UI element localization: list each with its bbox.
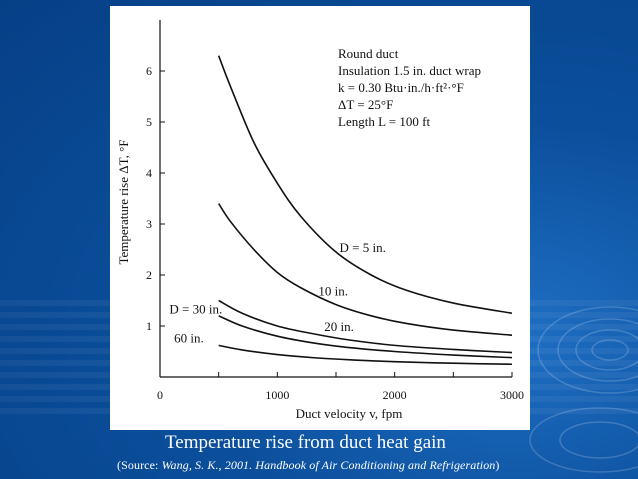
source-prefix: (Source: [117,458,162,472]
x-tick-label: 3000 [500,388,524,402]
x-tick-label: 2000 [383,388,407,402]
y-tick-label: 1 [146,319,152,333]
figure-caption-source: (Source: Wang, S. K., 2001. Handbook of … [117,458,638,473]
series-label-0: D = 5 in. [340,240,386,255]
series-label-4: 60 in. [174,330,204,345]
series-line-3 [218,315,513,359]
series-label-3: D = 30 in. [169,301,222,316]
annotation-line: Length L = 100 ft [338,114,430,129]
annotation-line: k = 0.30 Btu·in./h·ft²·°F [338,80,464,95]
annotation-line: ΔT = 25°F [338,97,393,112]
source-citation: Wang, S. K., 2001. Handbook of Air Condi… [161,458,496,472]
y-tick-label: 4 [146,166,152,180]
chart-annotation: Round duct Insulation 1.5 in. duct wrap k … [338,46,481,129]
series-label-2: 20 in. [324,319,354,334]
series-label-1: 10 in. [318,283,348,298]
y-tick-label: 6 [146,64,152,78]
source-suffix: ) [495,458,500,472]
x-tick-label: 0 [157,388,163,402]
series-line-4 [218,344,513,366]
chart-svg: Round duct Insulation 1.5 in. duct wrap k … [116,20,524,421]
series-line-0 [217,55,513,315]
y-tick-label: 3 [146,217,152,231]
x-axis-label: Duct velocity v, fpm [296,406,403,421]
annotation-line: Insulation 1.5 in. duct wrap [338,63,481,78]
x-tick-label: 1000 [265,388,289,402]
figure-caption-title: Temperature rise from duct heat gain [165,432,446,453]
chart-axes: 1 2 3 4 5 6 0 1000 2000 3000 [146,20,524,402]
series-line-2 [218,299,513,354]
series-line-1 [217,203,513,336]
chart-figure: Round duct Insulation 1.5 in. duct wrap k … [110,6,530,430]
y-axis-label: Temperature rise ΔT, °F [116,139,131,264]
annotation-line: Round duct [338,46,399,61]
y-tick-label: 2 [146,268,152,282]
y-tick-label: 5 [146,115,152,129]
chart-series-group: D = 5 in. 10 in. 20 in. D = 30 in. 60 in. [169,55,513,366]
